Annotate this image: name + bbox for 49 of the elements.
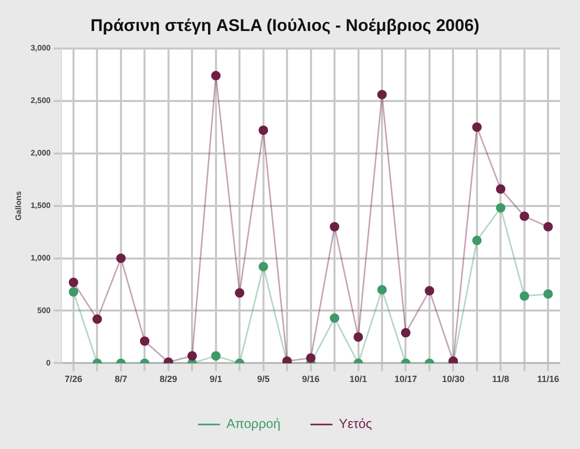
point xyxy=(496,184,506,194)
legend-label: Υετός xyxy=(338,416,372,432)
x-tick-label: 9/1 xyxy=(210,374,222,384)
point xyxy=(400,328,410,338)
y-tick-label: 1,000 xyxy=(30,253,52,262)
point xyxy=(472,236,482,246)
point xyxy=(496,203,506,213)
point xyxy=(140,336,150,346)
y-axis-title: Gallons xyxy=(14,190,24,220)
point xyxy=(116,254,126,264)
point xyxy=(258,126,268,135)
point xyxy=(92,314,102,324)
x-tick-label: 11/16 xyxy=(537,374,560,384)
legend-label: Απορροή xyxy=(226,416,280,432)
point xyxy=(424,286,434,296)
point xyxy=(211,70,221,80)
chart-title: Πράσινη στέγη ASLA (Ιούλιος - Νοέμβριος 2006) xyxy=(90,16,480,35)
x-tick-label: 9/5 xyxy=(257,374,270,384)
x-tick-label: 10/30 xyxy=(442,374,464,384)
x-tick-label: 10/1 xyxy=(350,374,368,384)
x-tick-label: 9/16 xyxy=(302,374,320,384)
point xyxy=(234,288,244,298)
x-tick-label: 8/29 xyxy=(160,374,178,384)
point xyxy=(377,90,387,100)
point xyxy=(520,291,530,301)
point xyxy=(330,313,340,323)
point xyxy=(211,351,221,361)
y-tick-label: 2,000 xyxy=(30,148,52,158)
y-tick-label: 3,000 xyxy=(30,44,52,53)
point xyxy=(68,278,78,288)
y-tick-label: 500 xyxy=(37,306,52,315)
point xyxy=(258,262,268,272)
x-tick-label: 10/17 xyxy=(394,374,418,384)
point xyxy=(543,289,553,299)
y-tick-label: 2,500 xyxy=(30,96,52,106)
point xyxy=(377,284,387,294)
y-tick-label: 1,500 xyxy=(30,201,52,210)
point xyxy=(354,332,364,342)
point xyxy=(472,122,482,132)
point xyxy=(520,212,530,222)
y-tick-label: 0 xyxy=(46,358,52,368)
x-tick-label: 8/7 xyxy=(114,374,128,384)
point xyxy=(68,287,78,297)
point xyxy=(330,222,340,232)
x-tick-label: 11/8 xyxy=(492,374,510,384)
point xyxy=(306,353,316,363)
point xyxy=(187,351,197,361)
x-tick-label: 7/26 xyxy=(64,374,82,384)
point xyxy=(543,222,553,232)
